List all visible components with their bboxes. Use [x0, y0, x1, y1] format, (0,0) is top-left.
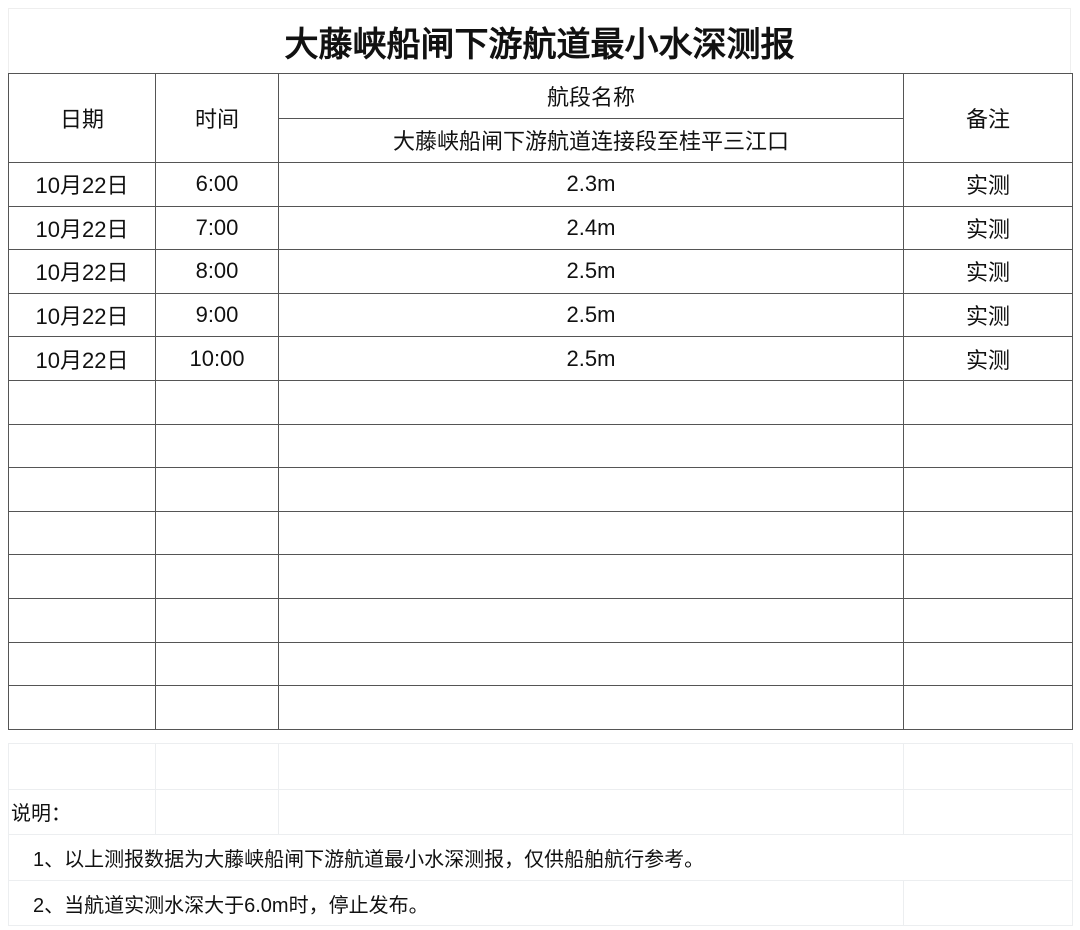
- notes-label: 说明：: [8, 788, 156, 836]
- cell-time: [155, 554, 279, 599]
- cell: [278, 788, 904, 836]
- cell-date: 10月22日: [8, 249, 156, 294]
- cell-depth: 2.4m: [278, 205, 904, 251]
- cell-time: 6:00: [155, 162, 279, 207]
- empty-row: [8, 379, 1073, 425]
- cell: [155, 743, 279, 790]
- report-title: 大藤峡船闸下游航道最小水深测报: [8, 8, 1071, 73]
- cell-depth: 2.3m: [278, 162, 904, 207]
- empty-row: [8, 641, 1073, 687]
- cell-time: 7:00: [155, 205, 279, 251]
- cell-date: 10月22日: [8, 292, 156, 338]
- note-row: 1、以上测报数据为大藤峡船闸下游航道最小水深测报，仅供船舶航行参考。: [8, 834, 1073, 881]
- cell-time: [155, 597, 279, 643]
- empty-row: [8, 685, 1073, 730]
- cell-depth: [278, 641, 904, 687]
- table-row: 10月22日 8:00 2.5m 实测: [8, 249, 1073, 294]
- table-row: 10月22日 7:00 2.4m 实测: [8, 205, 1073, 251]
- cell-remark: [903, 641, 1073, 687]
- cell-date: 10月22日: [8, 162, 156, 207]
- cell-remark: 实测: [903, 249, 1073, 294]
- blank-row: [8, 743, 1073, 790]
- depth-table: 日期 时间 航段名称 备注 大藤峡船闸下游航道连接段至桂平三江口 10月22日 6…: [8, 73, 1073, 730]
- cell-date: [8, 510, 156, 556]
- cell-date: [8, 423, 156, 469]
- cell-depth: 2.5m: [278, 336, 904, 381]
- cell-depth: 2.5m: [278, 249, 904, 294]
- cell-remark: [903, 597, 1073, 643]
- header-time: 时间: [155, 73, 279, 163]
- cell-date: 10月22日: [8, 336, 156, 381]
- cell: [903, 879, 1073, 927]
- header-section-name: 大藤峡船闸下游航道连接段至桂平三江口: [278, 117, 904, 163]
- table-row: 10月22日 9:00 2.5m 实测: [8, 292, 1073, 338]
- cell-remark: [903, 554, 1073, 599]
- cell-time: [155, 467, 279, 512]
- cell: [903, 743, 1073, 790]
- cell-depth: [278, 597, 904, 643]
- cell-depth: 2.5m: [278, 292, 904, 338]
- cell-depth: [278, 510, 904, 556]
- cell-remark: [903, 685, 1073, 730]
- header-remark: 备注: [903, 73, 1073, 163]
- cell-depth: [278, 467, 904, 512]
- cell-remark: 实测: [903, 205, 1073, 251]
- cell-remark: 实测: [903, 336, 1073, 381]
- header-section: 航段名称: [278, 73, 904, 119]
- cell-remark: [903, 467, 1073, 512]
- cell-time: 8:00: [155, 249, 279, 294]
- cell-date: [8, 379, 156, 425]
- cell: [155, 788, 279, 836]
- note-1: 1、以上测报数据为大藤峡船闸下游航道最小水深测报，仅供船舶航行参考。: [8, 834, 1073, 881]
- cell-remark: 实测: [903, 292, 1073, 338]
- header-date: 日期: [8, 73, 156, 163]
- cell-remark: [903, 423, 1073, 469]
- cell-date: [8, 467, 156, 512]
- cell: [278, 743, 904, 790]
- cell: [903, 788, 1073, 836]
- cell-date: [8, 554, 156, 599]
- cell-time: 9:00: [155, 292, 279, 338]
- cell-time: 10:00: [155, 336, 279, 381]
- cell-remark: 实测: [903, 162, 1073, 207]
- table-row: 10月22日 6:00 2.3m 实测: [8, 162, 1073, 207]
- empty-row: [8, 554, 1073, 599]
- cell-depth: [278, 554, 904, 599]
- cell-time: [155, 379, 279, 425]
- cell: [8, 743, 156, 790]
- cell-date: [8, 685, 156, 730]
- header-row-2: 大藤峡船闸下游航道连接段至桂平三江口: [9, 117, 1073, 163]
- empty-row: [8, 423, 1073, 469]
- table-row: 10月22日 10:00 2.5m 实测: [8, 336, 1073, 381]
- cell-depth: [278, 379, 904, 425]
- note-2: 2、当航道实测水深大于6.0m时，停止发布。: [8, 879, 904, 927]
- notes-table: 说明： 1、以上测报数据为大藤峡船闸下游航道最小水深测报，仅供船舶航行参考。 2…: [8, 743, 1073, 927]
- cell-date: [8, 641, 156, 687]
- cell-time: [155, 510, 279, 556]
- cell-remark: [903, 379, 1073, 425]
- cell-depth: [278, 685, 904, 730]
- header-row: 日期 时间 航段名称 备注: [8, 73, 1073, 163]
- empty-row: [8, 510, 1073, 556]
- cell-date: 10月22日: [8, 205, 156, 251]
- cell-depth: [278, 423, 904, 469]
- cell-time: [155, 641, 279, 687]
- empty-row: [8, 467, 1073, 512]
- note-row: 2、当航道实测水深大于6.0m时，停止发布。: [8, 879, 1073, 927]
- empty-row: [8, 597, 1073, 643]
- cell-time: [155, 423, 279, 469]
- cell-date: [8, 597, 156, 643]
- cell-time: [155, 685, 279, 730]
- cell-remark: [903, 510, 1073, 556]
- notes-label-row: 说明：: [8, 788, 1073, 836]
